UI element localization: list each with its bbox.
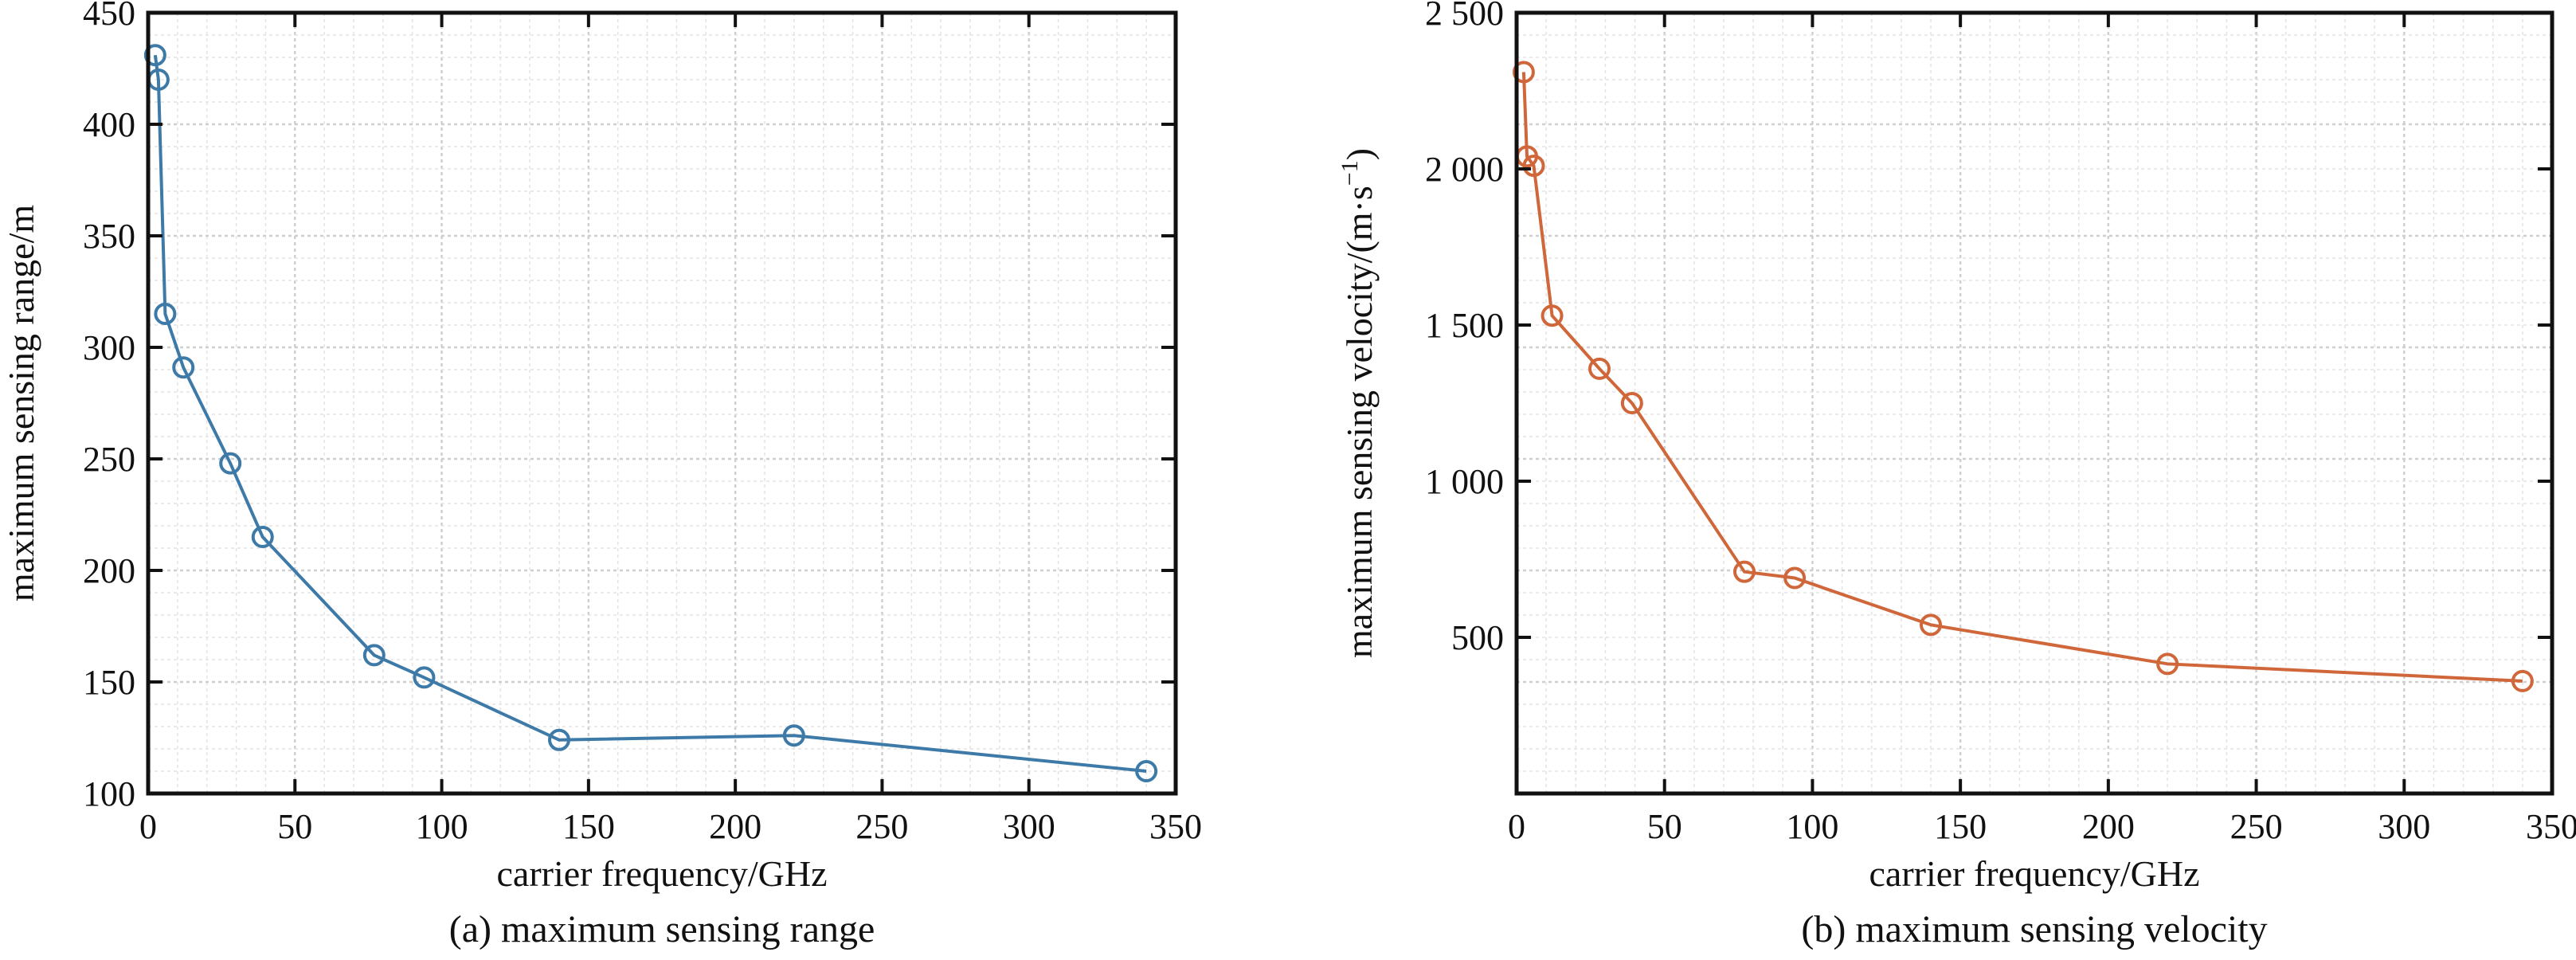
chart-b-y-axis-label: maximum sensing velocity/(m·s−1) [1337, 148, 1380, 658]
chart-b-points [1512, 61, 2534, 692]
y-tick-label: 1 500 [1425, 306, 1504, 345]
data-point [1512, 61, 1535, 84]
x-tick-label: 250 [2230, 807, 2283, 846]
data-point [2511, 669, 2534, 692]
chart-a-frame [146, 10, 1178, 796]
chart-b-grid [1517, 13, 2552, 793]
chart-a-caption: (a) maximum sensing range [449, 908, 875, 950]
y-tick-label: 400 [83, 105, 135, 144]
data-point [143, 44, 166, 67]
y-tick-label: 250 [83, 440, 135, 479]
chart-a-points [143, 44, 1158, 782]
chart-b-x-ticks: 0 50 100 150 200 250 300 350 [1508, 13, 2576, 846]
chart-b-y-ticks: 500 1 000 1 500 2 000 2 500 [1425, 0, 2552, 657]
data-point [251, 526, 274, 548]
chart-a-grid [148, 13, 1176, 793]
chart-a-series-line [153, 54, 1147, 773]
chart-b-x-axis-label: carrier frequency/GHz [1869, 853, 2199, 894]
x-tick-label: 100 [416, 807, 468, 846]
chart-a: 0 50 100 150 200 250 300 350 100 150 200 250 300 350… [1, 0, 1202, 950]
x-tick-label: 300 [2378, 807, 2430, 846]
data-point [1620, 392, 1643, 414]
data-point [2156, 652, 2179, 676]
chart-b-y-axis-label-main: maximum sensing velocity/(m·s [1339, 186, 1380, 658]
x-tick-label: 250 [855, 807, 908, 846]
data-point [172, 356, 195, 379]
y-tick-label: 1 000 [1425, 462, 1504, 501]
chart-a-x-ticks: 0 50 100 150 200 250 300 350 [139, 13, 1202, 846]
data-point [154, 303, 177, 325]
x-tick-label: 350 [1149, 807, 1202, 846]
x-tick-label: 100 [1786, 807, 1838, 846]
data-point [1920, 613, 1942, 637]
chart-b-caption: (b) maximum sensing velocity [1801, 908, 2267, 950]
x-tick-label: 150 [562, 807, 615, 846]
data-point [1783, 566, 1807, 590]
data-point [413, 666, 436, 689]
y-tick-label: 500 [1451, 618, 1504, 657]
y-tick-label: 350 [83, 217, 135, 256]
data-point [1541, 304, 1564, 327]
x-tick-label: 50 [277, 807, 312, 846]
data-point [1588, 357, 1611, 380]
chart-b-plot-area [1517, 13, 2552, 793]
data-point [548, 728, 570, 751]
x-tick-label: 350 [2526, 807, 2576, 846]
x-tick-label: 200 [709, 807, 761, 846]
x-tick-label: 200 [2082, 807, 2135, 846]
y-tick-label: 100 [83, 774, 135, 813]
chart-a-y-axis-label: maximum sensing range/m [1, 205, 41, 601]
data-point [782, 724, 805, 747]
y-tick-label: 2 000 [1425, 150, 1504, 189]
chart-b-frame [1514, 10, 2554, 796]
x-tick-label: 0 [1508, 807, 1525, 846]
chart-b-series-line [1521, 72, 2523, 683]
chart-b: 0 50 100 150 200 250 300 350 500 1 000 1 500 2 000… [1337, 0, 2576, 950]
chart-b-y-axis-label-sup: −1 [1337, 160, 1363, 186]
chart-a-x-axis-label: carrier frequency/GHz [496, 853, 827, 894]
y-tick-label: 450 [83, 0, 135, 33]
x-tick-label: 150 [1934, 807, 1987, 846]
chart-a-y-ticks: 100 150 200 250 300 350 400 450 [83, 0, 1176, 813]
chart-a-plot-area [148, 13, 1176, 793]
x-tick-label: 300 [1003, 807, 1055, 846]
data-point [1135, 760, 1158, 782]
x-tick-label: 50 [1647, 807, 1682, 846]
y-tick-label: 150 [83, 663, 135, 702]
y-tick-label: 200 [83, 551, 135, 590]
data-point [362, 644, 386, 667]
data-point [1733, 560, 1756, 583]
x-tick-label: 0 [139, 807, 157, 846]
y-tick-label: 300 [83, 328, 135, 367]
data-point [1522, 155, 1545, 178]
data-point [219, 452, 242, 475]
y-tick-label: 2 500 [1425, 0, 1504, 33]
chart-b-y-axis-label-end: ) [1339, 148, 1380, 160]
